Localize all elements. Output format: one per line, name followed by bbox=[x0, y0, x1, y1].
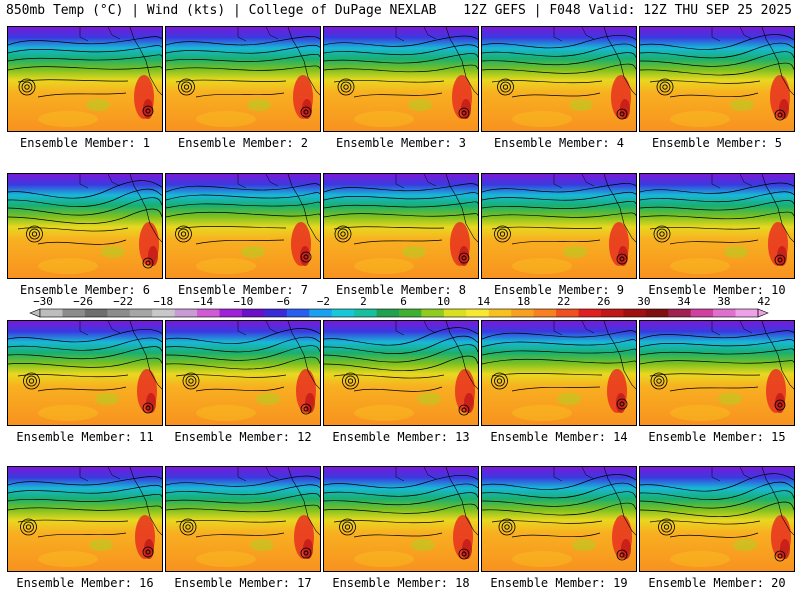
colorbar-swatch bbox=[690, 309, 714, 317]
ensemble-member-caption: Ensemble Member: 2 bbox=[177, 136, 309, 150]
colorbar-tick-label: 42 bbox=[757, 295, 771, 308]
colorbar-tick-label: 26 bbox=[597, 295, 611, 308]
temperature-wind-map bbox=[7, 466, 163, 572]
colorbar-swatch bbox=[399, 309, 422, 317]
colorbar-tick-label: −22 bbox=[113, 295, 134, 308]
colorbar-tick-label: 2 bbox=[360, 295, 367, 308]
temperature-wind-map bbox=[165, 466, 321, 572]
colorbar-tick-label: 30 bbox=[637, 295, 651, 308]
temperature-wind-map bbox=[639, 173, 795, 279]
colorbar-swatch bbox=[578, 309, 602, 317]
ensemble-member-caption: Ensemble Member: 16 bbox=[16, 576, 154, 590]
temperature-wind-map bbox=[639, 466, 795, 572]
colorbar-swatch bbox=[152, 309, 176, 317]
ensemble-member-caption: Ensemble Member: 19 bbox=[490, 576, 628, 590]
colorbar-swatch bbox=[376, 309, 400, 317]
colorbar-swatch bbox=[129, 309, 153, 317]
colorbar-swatch bbox=[533, 309, 557, 317]
temperature-colorbar bbox=[29, 308, 769, 318]
colorbar-tick-label: −10 bbox=[233, 295, 254, 308]
colorbar-max-arrow bbox=[757, 308, 769, 318]
ensemble-member-caption: Ensemble Member: 12 bbox=[174, 430, 312, 444]
colorbar-tick-label: −26 bbox=[73, 295, 93, 308]
temperature-wind-map bbox=[639, 26, 795, 132]
colorbar-swatch bbox=[84, 309, 108, 317]
colorbar-swatch bbox=[668, 309, 692, 317]
ensemble-member-caption: Ensemble Member: 15 bbox=[648, 430, 786, 444]
ensemble-member-caption: Ensemble Member: 20 bbox=[648, 576, 786, 590]
ensemble-member-caption: Ensemble Member: 10 bbox=[648, 283, 786, 297]
colorbar-swatch bbox=[331, 309, 355, 317]
colorbar-tick-label: 38 bbox=[717, 295, 731, 308]
colorbar-tick-label: −18 bbox=[153, 295, 174, 308]
ensemble-member-caption: Ensemble Member: 6 bbox=[19, 283, 151, 297]
colorbar-swatch bbox=[511, 309, 535, 317]
colorbar-swatch bbox=[600, 309, 624, 317]
colorbar-swatch bbox=[466, 309, 490, 317]
ensemble-member-caption: Ensemble Member: 14 bbox=[490, 430, 628, 444]
colorbar-tick-label: 34 bbox=[677, 295, 691, 308]
colorbar-swatch bbox=[174, 309, 198, 317]
ensemble-member-caption: Ensemble Member: 9 bbox=[493, 283, 625, 297]
colorbar-border bbox=[39, 308, 759, 318]
temperature-wind-map bbox=[639, 320, 795, 426]
colorbar-swatch bbox=[556, 309, 579, 317]
ensemble-member-caption: Ensemble Member: 18 bbox=[332, 576, 470, 590]
temperature-wind-map bbox=[7, 320, 163, 426]
ensemble-member-caption: Ensemble Member: 7 bbox=[177, 283, 309, 297]
temperature-wind-map bbox=[165, 26, 321, 132]
colorbar-swatch bbox=[421, 309, 445, 317]
colorbar-swatch bbox=[286, 309, 310, 317]
colorbar-swatch bbox=[264, 309, 288, 317]
temperature-wind-map bbox=[165, 320, 321, 426]
colorbar-tick-label: −2 bbox=[316, 295, 330, 308]
colorbar-swatch bbox=[62, 309, 86, 317]
temperature-wind-map bbox=[7, 173, 163, 279]
ensemble-member-caption: Ensemble Member: 3 bbox=[335, 136, 467, 150]
ensemble-member-caption: Ensemble Member: 17 bbox=[174, 576, 312, 590]
temperature-wind-map bbox=[481, 320, 637, 426]
temperature-wind-map bbox=[165, 173, 321, 279]
colorbar-swatch bbox=[219, 309, 243, 317]
colorbar-tick-label: 6 bbox=[400, 295, 407, 308]
colorbar-swatch bbox=[309, 309, 333, 317]
temperature-wind-map bbox=[481, 173, 637, 279]
colorbar-swatch bbox=[354, 309, 377, 317]
colorbar-swatch bbox=[107, 309, 131, 317]
colorbar-tick-label: 14 bbox=[476, 295, 491, 308]
temperature-wind-map bbox=[323, 26, 479, 132]
colorbar-tick-label: 10 bbox=[436, 295, 451, 308]
temperature-wind-map bbox=[7, 26, 163, 132]
colorbar-swatch bbox=[623, 309, 647, 317]
colorbar-swatch bbox=[443, 309, 467, 317]
ensemble-member-caption: Ensemble Member: 11 bbox=[16, 430, 154, 444]
ensemble-member-caption: Ensemble Member: 4 bbox=[493, 136, 625, 150]
ensemble-member-caption: Ensemble Member: 1 bbox=[19, 136, 151, 150]
colorbar-tick-label: −6 bbox=[276, 295, 290, 308]
colorbar-min-arrow bbox=[29, 308, 41, 318]
colorbar-swatch bbox=[645, 309, 669, 317]
temperature-wind-map bbox=[323, 320, 479, 426]
temperature-wind-map bbox=[323, 466, 479, 572]
model-run-valid-time: 12Z GEFS | F048 Valid: 12Z THU SEP 25 20… bbox=[463, 3, 792, 18]
ensemble-member-caption: Ensemble Member: 5 bbox=[651, 136, 783, 150]
colorbar-tick-label: 18 bbox=[517, 295, 531, 308]
colorbar-swatch bbox=[713, 309, 736, 317]
colorbar-swatch bbox=[197, 309, 220, 317]
colorbar-swatch bbox=[40, 309, 63, 317]
temperature-wind-map bbox=[323, 173, 479, 279]
colorbar-swatch bbox=[241, 309, 265, 317]
chart-title: 850mb Temp (°C) | Wind (kts) | College o… bbox=[6, 3, 437, 18]
temperature-wind-map bbox=[481, 26, 637, 132]
temperature-wind-map bbox=[481, 466, 637, 572]
colorbar-tick-label: −14 bbox=[193, 295, 214, 308]
colorbar-tick-label: 22 bbox=[557, 295, 571, 308]
ensemble-member-caption: Ensemble Member: 8 bbox=[335, 283, 467, 297]
ensemble-member-caption: Ensemble Member: 13 bbox=[332, 430, 470, 444]
colorbar-swatch bbox=[488, 309, 512, 317]
colorbar-tick-label: −30 bbox=[33, 295, 53, 308]
colorbar-swatch bbox=[735, 309, 759, 317]
